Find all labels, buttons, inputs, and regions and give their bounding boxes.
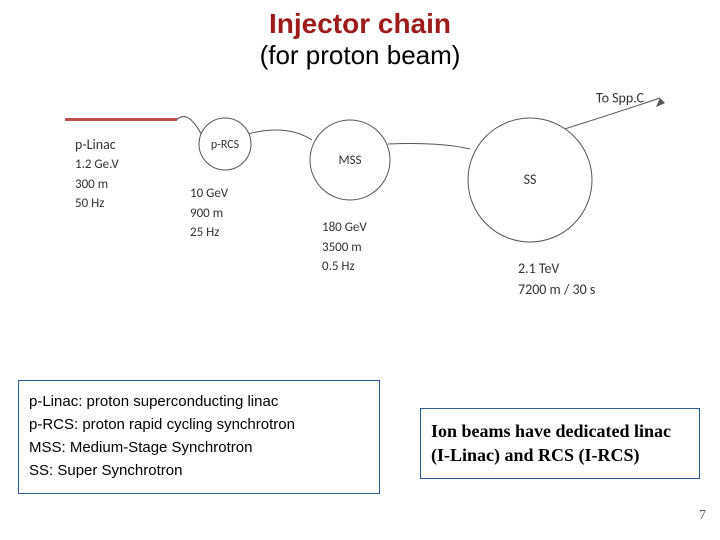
ion-note-text: Ion beams have dedicated linac (I-Linac)… xyxy=(431,421,671,465)
p-rcs-label: p-RCS xyxy=(211,138,240,152)
spec-value: 0.5 Hz xyxy=(322,257,367,277)
spec-value: 50 Hz xyxy=(75,194,119,214)
spec-value: 300 m xyxy=(75,175,119,195)
legend-item: p-Linac: proton superconducting linac xyxy=(29,393,369,410)
legend-item: p-RCS: proton rapid cycling synchrotron xyxy=(29,416,369,433)
p-rcs-specs: 10 GeV 900 m 25 Hz xyxy=(190,184,228,243)
spec-value: 900 m xyxy=(190,204,228,224)
ss-label: SS xyxy=(524,171,537,188)
p-linac-specs: p-Linac 1.2 Ge.V 300 m 50 Hz xyxy=(75,134,119,214)
injector-chain-diagram: p-RCS MSS SS To Spp.C p-Linac 1.2 Ge.V 3… xyxy=(0,90,720,350)
output-label: To Spp.C xyxy=(596,90,645,106)
p-linac-bar xyxy=(65,118,177,121)
connector-rcs-to-mss xyxy=(249,130,312,140)
ss-specs: 2.1 TeV 7200 m / 30 s xyxy=(518,258,595,300)
spec-value: 3500 m xyxy=(322,238,367,258)
mss-label: MSS xyxy=(338,153,361,168)
p-linac-label: p-Linac xyxy=(75,134,119,155)
connector-mss-to-ss xyxy=(388,144,470,149)
spec-value: 10 GeV xyxy=(190,184,228,204)
title-block: Injector chain (for proton beam) xyxy=(0,0,720,71)
spec-value: 7200 m / 30 s xyxy=(518,279,595,300)
mss-specs: 180 GeV 3500 m 0.5 Hz xyxy=(322,218,367,277)
spec-value: 1.2 Ge.V xyxy=(75,155,119,175)
connector-linac-to-rcs xyxy=(177,117,201,134)
spec-value: 25 Hz xyxy=(190,223,228,243)
legend-item: MSS: Medium-Stage Synchrotron xyxy=(29,439,369,456)
page-subtitle: (for proton beam) xyxy=(0,40,720,71)
legend-box: p-Linac: proton superconducting linac p-… xyxy=(18,380,380,494)
spec-value: 180 GeV xyxy=(322,218,367,238)
spec-value: 2.1 TeV xyxy=(518,258,595,279)
ion-note-box: Ion beams have dedicated linac (I-Linac)… xyxy=(420,408,700,479)
page-number: 7 xyxy=(699,508,706,524)
legend-item: SS: Super Synchrotron xyxy=(29,462,369,479)
page-title: Injector chain xyxy=(0,8,720,40)
